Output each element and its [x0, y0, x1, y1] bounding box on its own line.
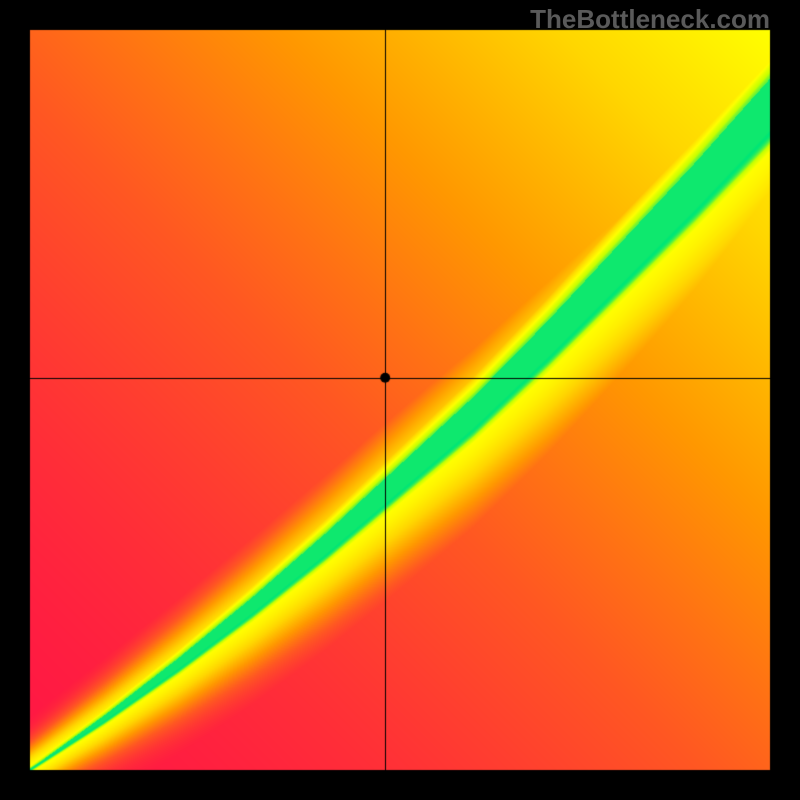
chart-container: { "heatmap": { "type": "heatmap", "canva… [0, 0, 800, 800]
bottleneck-heatmap [0, 0, 800, 800]
watermark-text: TheBottleneck.com [530, 4, 770, 35]
